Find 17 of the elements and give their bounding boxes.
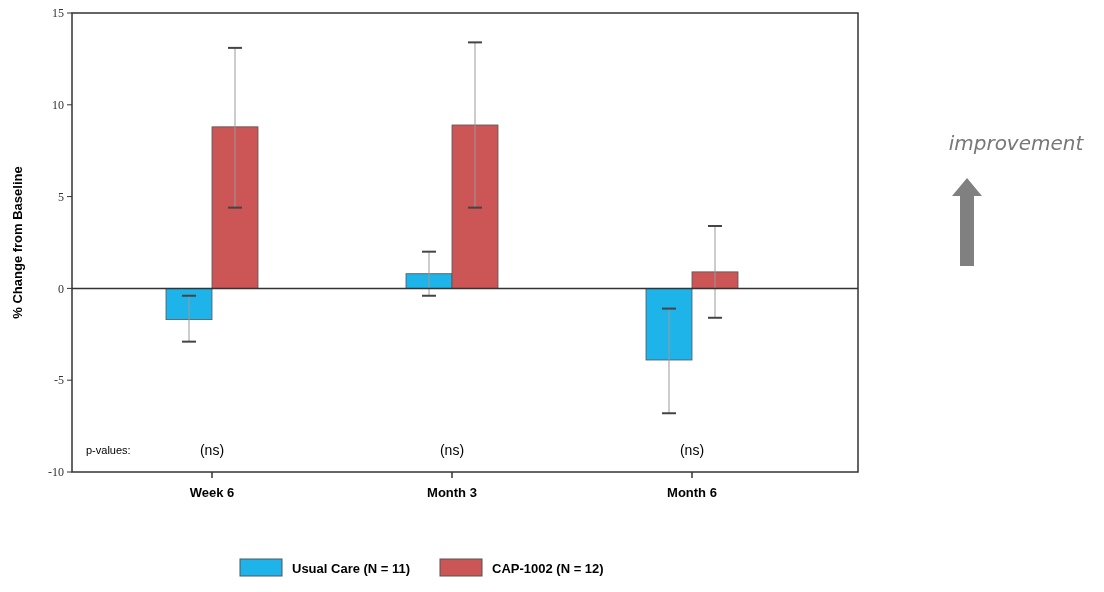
y-tick-label: 15 (52, 6, 64, 21)
text: improvement (948, 131, 1085, 155)
legend-label: CAP-1002 (N = 12) (492, 560, 604, 576)
y-tick-label: 5 (58, 189, 64, 204)
y-tick-label: 0 (58, 281, 64, 296)
x-tick-label: Month 3 (427, 485, 477, 500)
annotation: (ns) (679, 441, 705, 458)
legend-label: Usual Care (N = 11) (292, 560, 411, 576)
y-tick-label: -5 (54, 373, 64, 388)
y-tick-label: -10 (48, 465, 64, 480)
annotation: p-values: (86, 443, 131, 456)
x-tick-label: Month 6 (667, 485, 717, 500)
annotation: (ns) (439, 441, 465, 458)
y-tick-label: 10 (52, 98, 64, 112)
x-tick-label: Week 6 (189, 485, 235, 500)
y-axis-title: % Change from Baseline (10, 166, 25, 319)
annotation: (ns) (199, 441, 225, 458)
